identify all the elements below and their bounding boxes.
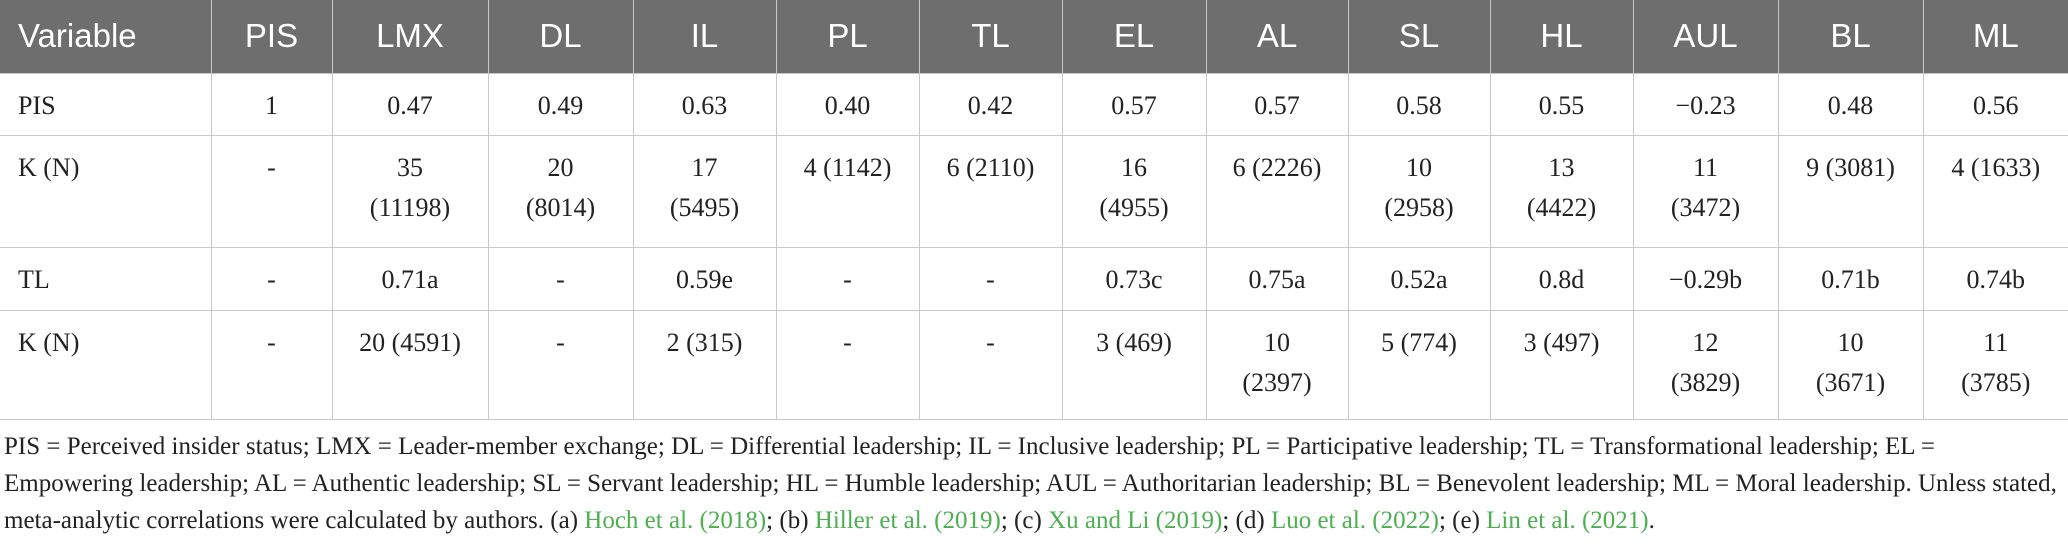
citation-link[interactable]: Hoch et al. (2018) bbox=[584, 506, 767, 534]
table-cell: 9 (3081) bbox=[1777, 134, 1924, 248]
table-cell: 13 (4422) bbox=[1489, 134, 1634, 248]
header-cell: EL bbox=[1061, 0, 1206, 73]
table-cell: 11 (3472) bbox=[1632, 134, 1779, 248]
table-cell: 4 (1633) bbox=[1922, 134, 2068, 248]
table-cell: 0.59e bbox=[632, 246, 777, 311]
table-cell: 0.57 bbox=[1205, 72, 1349, 136]
table-cell: 0.71a bbox=[331, 246, 489, 311]
table-cell: 0.40 bbox=[775, 72, 920, 136]
table-cell: −0.29b bbox=[1632, 246, 1779, 311]
header-cell: Variable bbox=[0, 0, 211, 73]
header-cell: ML bbox=[1922, 0, 2068, 73]
table-cell: - bbox=[487, 246, 634, 311]
header-cell: IL bbox=[632, 0, 776, 73]
citation-link[interactable]: Hiller et al. (2019) bbox=[814, 506, 1001, 534]
header-cell: AL bbox=[1205, 0, 1348, 73]
table-cell: - bbox=[918, 246, 1063, 311]
table-cell: 0.73c bbox=[1061, 246, 1207, 311]
table-cell: 0.48 bbox=[1777, 72, 1924, 136]
table-cell: 0.75a bbox=[1205, 246, 1349, 311]
table-row: K (N) -35 (11198) 20 (8014) 17 (5495) 4 (114… bbox=[0, 134, 2068, 248]
table-cell: 11 (3785) bbox=[1922, 309, 2068, 420]
table-cell: 2 (315) bbox=[632, 309, 777, 420]
table-cell: 0.58 bbox=[1347, 72, 1491, 136]
table-cell: 5 (774) bbox=[1347, 309, 1491, 420]
table-cell: 10 (3671) bbox=[1777, 309, 1924, 420]
table-cell: 0.55 bbox=[1489, 72, 1634, 136]
table-cell: - bbox=[210, 246, 333, 311]
table-cell: 6 (2226) bbox=[1205, 134, 1349, 248]
footnote-text: ; (d) bbox=[1222, 506, 1271, 534]
row-label: K (N) bbox=[0, 309, 212, 420]
row-label: PIS bbox=[0, 72, 212, 136]
table-cell: 0.42 bbox=[918, 72, 1063, 136]
citation-link[interactable]: Xu and Li (2019) bbox=[1048, 506, 1223, 534]
table-cell: −0.23 bbox=[1632, 72, 1779, 136]
table-cell: 0.63 bbox=[632, 72, 777, 136]
table-cell: 0.74b bbox=[1922, 246, 2068, 311]
table-row: PIS 1 0.47 0.49 0.63 0.40 0.42 0.57 0.57 0.58 0.55… bbox=[0, 72, 2068, 136]
footnote-text: ; (b) bbox=[766, 506, 815, 534]
table-row: TL -0.71a -0.59e - -0.73c 0.75a 0.52a 0.8d −0.29… bbox=[0, 246, 2068, 311]
table-cell: 0.47 bbox=[331, 72, 489, 136]
table-cell: 0.57 bbox=[1061, 72, 1207, 136]
footnote-text: ; (e) bbox=[1438, 506, 1487, 534]
header-row: Variable PIS LMX DL IL PL TL EL AL SL HL AUL BL ML bbox=[0, 0, 2068, 73]
table-cell: 20 (4591) bbox=[331, 309, 489, 420]
table-cell: 0.52a bbox=[1347, 246, 1491, 311]
table-cell: 0.8d bbox=[1489, 246, 1634, 311]
table-cell: 10 (2397) bbox=[1205, 309, 1349, 420]
footnote-text: . bbox=[1648, 506, 1655, 534]
data-table: Variable PIS LMX DL IL PL TL EL AL SL HL AUL BL ML PI… bbox=[0, 0, 2068, 420]
table-cell: 3 (497) bbox=[1489, 309, 1634, 420]
table-cell: 17 (5495) bbox=[632, 134, 777, 248]
table-cell: - bbox=[775, 246, 920, 311]
header-cell: AUL bbox=[1632, 0, 1778, 73]
header-cell: PL bbox=[775, 0, 919, 73]
table-cell: - bbox=[487, 309, 634, 420]
row-label: TL bbox=[0, 246, 212, 311]
header-cell: BL bbox=[1777, 0, 1923, 73]
table-cell: 0.71b bbox=[1777, 246, 1924, 311]
table-cell: 4 (1142) bbox=[775, 134, 920, 248]
header-cell: DL bbox=[487, 0, 633, 73]
citation-link[interactable]: Lin et al. (2021) bbox=[1486, 506, 1649, 534]
header-cell: LMX bbox=[331, 0, 488, 73]
footnote-text: PIS = Perceived insider status; LMX = Le… bbox=[4, 432, 2057, 534]
table-cell: 0.56 bbox=[1922, 72, 2068, 136]
table-cell: - bbox=[210, 134, 333, 248]
row-label: K (N) bbox=[0, 134, 212, 248]
footnote-text: ; (c) bbox=[1000, 506, 1049, 534]
header-cell: PIS bbox=[210, 0, 332, 73]
table-cell: 12 (3829) bbox=[1632, 309, 1779, 420]
table-cell: 10 (2958) bbox=[1347, 134, 1491, 248]
table-cell: - bbox=[918, 309, 1063, 420]
table-cell: 3 (469) bbox=[1061, 309, 1207, 420]
table-cell: 20 (8014) bbox=[487, 134, 634, 248]
footnote: PIS = Perceived insider status; LMX = Le… bbox=[0, 420, 2068, 539]
table-cell: 35 (11198) bbox=[331, 134, 489, 248]
table-row: K (N) -20 (4591) -2 (315) - -3 (469) 10 (2397… bbox=[0, 309, 2068, 420]
table-cell: 0.49 bbox=[487, 72, 634, 136]
header-cell: SL bbox=[1347, 0, 1490, 73]
header-cell: HL bbox=[1489, 0, 1633, 73]
table-cell: - bbox=[775, 309, 920, 420]
table-cell: 16 (4955) bbox=[1061, 134, 1207, 248]
citation-link[interactable]: Luo et al. (2022) bbox=[1270, 506, 1439, 534]
table-cell: - bbox=[210, 309, 333, 420]
table-cell: 6 (2110) bbox=[918, 134, 1063, 248]
table-cell: 1 bbox=[210, 72, 333, 136]
header-cell: TL bbox=[918, 0, 1062, 73]
